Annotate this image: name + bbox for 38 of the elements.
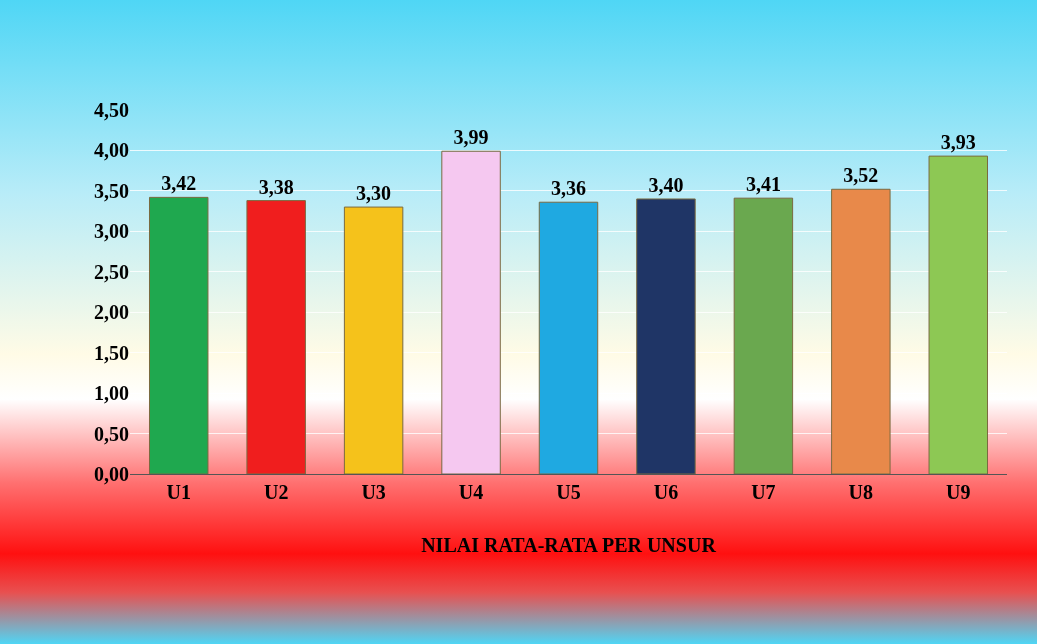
- data-label: 3,30: [356, 182, 392, 205]
- x-tick-label: U9: [946, 481, 971, 503]
- data-label: 3,42: [161, 172, 197, 195]
- data-label: 3,38: [258, 175, 294, 198]
- bar: [538, 201, 599, 474]
- x-tick-label: U1: [166, 481, 191, 503]
- bar: [441, 150, 501, 474]
- y-tick-label: 1,50: [94, 341, 129, 364]
- y-tick-label: 3,00: [94, 220, 129, 243]
- data-label: 3,36: [551, 177, 586, 200]
- x-axis-title: NILAI RATA-RATA PER UNSUR: [421, 533, 717, 556]
- y-tick-label: 4,50: [94, 99, 129, 121]
- y-tick-label: 2,00: [94, 301, 129, 324]
- bar: [928, 155, 989, 474]
- data-label: 3,93: [940, 131, 976, 154]
- y-tick-label: 0,50: [94, 422, 129, 445]
- x-tick-label: U6: [653, 481, 679, 503]
- bar: [148, 196, 209, 474]
- y-tick-label: 3,50: [94, 179, 129, 202]
- bar: [636, 198, 696, 474]
- x-tick-label: U7: [751, 481, 776, 503]
- y-tick-label: 4,00: [94, 139, 129, 162]
- data-label: 3,40: [648, 173, 684, 196]
- bar: [343, 206, 404, 474]
- x-tick-label: U2: [263, 481, 289, 503]
- bar: [246, 200, 306, 474]
- y-tick-label: 0,00: [94, 463, 129, 485]
- x-tick-label: U8: [848, 481, 874, 503]
- x-tick-label: U5: [556, 481, 581, 503]
- data-label: 3,52: [843, 164, 879, 187]
- bar: [733, 197, 794, 474]
- y-tick-label: 1,00: [94, 382, 129, 405]
- x-tick-label: U3: [361, 481, 386, 503]
- y-tick-label: 2,50: [94, 260, 129, 283]
- data-label: 3,99: [453, 126, 489, 149]
- bar: [831, 188, 891, 474]
- data-label: 3,41: [745, 173, 781, 196]
- x-tick-label: U4: [458, 481, 484, 503]
